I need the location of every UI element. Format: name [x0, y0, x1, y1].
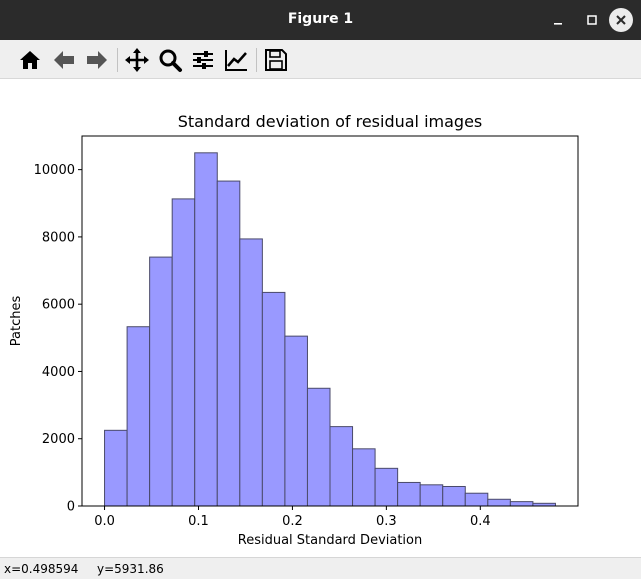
- histogram-bar: [374, 467, 399, 507]
- maximize-icon: [587, 15, 597, 25]
- y-tick-label: 4000: [42, 365, 75, 380]
- histogram-bar: [284, 335, 308, 507]
- histogram-bar: [239, 238, 263, 507]
- x-tick-label: 0.3: [376, 514, 397, 529]
- toolbar-separator: [117, 48, 118, 72]
- edit-axes-icon: [225, 50, 247, 71]
- home-button[interactable]: [17, 47, 43, 73]
- forward-arrow-icon: [87, 51, 107, 69]
- navigation-toolbar: [0, 40, 641, 79]
- back-button[interactable]: [51, 47, 77, 73]
- window-title: Figure 1: [287, 11, 354, 27]
- y-axis-ticks: 0 2000 4000 6000 8000 10000: [34, 163, 82, 515]
- histogram-bar: [149, 256, 173, 507]
- pan-button[interactable]: [124, 47, 150, 73]
- minimize-button[interactable]: [548, 10, 568, 30]
- close-button[interactable]: [609, 8, 633, 32]
- configure-subplots-button[interactable]: [190, 47, 216, 73]
- zoom-magnifier-icon: [159, 49, 182, 72]
- window-titlebar: Figure 1: [0, 0, 641, 40]
- histogram-bar: [194, 152, 218, 507]
- y-tick-label: 8000: [42, 230, 75, 245]
- y-tick-label: 6000: [42, 298, 75, 313]
- close-icon: [616, 15, 626, 25]
- histogram-bar: [397, 481, 421, 507]
- chart-title: Standard deviation of residual images: [178, 112, 483, 131]
- edit-axes-button[interactable]: [223, 47, 249, 73]
- y-tick-label: 2000: [42, 432, 75, 447]
- histogram-bar: [261, 291, 286, 507]
- y-tick-label: 0: [67, 500, 75, 515]
- histogram-bar: [171, 198, 196, 507]
- pan-move-icon: [125, 48, 149, 72]
- histogram-bar: [487, 498, 511, 507]
- minimize-icon: [554, 23, 562, 25]
- cursor-y-readout: y=5931.86: [97, 562, 164, 576]
- histogram-bar: [104, 429, 128, 507]
- histogram-bar: [329, 426, 354, 507]
- bars-group: [104, 152, 556, 507]
- home-icon: [20, 51, 40, 69]
- x-axis-ticks: 0.0 0.1 0.2 0.3 0.4: [94, 506, 491, 529]
- histogram-bar: [306, 387, 331, 507]
- x-tick-label: 0.0: [94, 514, 115, 529]
- save-disk-icon: [265, 49, 287, 71]
- cursor-x-readout: x=0.498594: [4, 562, 79, 576]
- maximize-button[interactable]: [582, 10, 602, 30]
- histogram-bar: [352, 448, 376, 507]
- histogram-bar: [464, 492, 489, 507]
- x-tick-label: 0.4: [470, 514, 491, 529]
- histogram-bar: [126, 326, 151, 507]
- y-tick-label: 10000: [34, 163, 75, 178]
- x-tick-label: 0.2: [282, 514, 303, 529]
- forward-button[interactable]: [84, 47, 110, 73]
- figure-canvas[interactable]: Standard deviation of residual images 0.…: [0, 80, 641, 557]
- y-axis-label: Patches: [9, 296, 24, 347]
- back-arrow-icon: [54, 51, 74, 69]
- zoom-button[interactable]: [157, 47, 183, 73]
- subplots-sliders-icon: [193, 51, 213, 69]
- save-button[interactable]: [263, 47, 289, 73]
- histogram-bar: [419, 484, 444, 507]
- toolbar-separator: [256, 48, 257, 72]
- x-axis-label: Residual Standard Deviation: [238, 533, 423, 548]
- histogram-chart: Standard deviation of residual images 0.…: [9, 112, 579, 548]
- histogram-bar: [442, 485, 466, 507]
- axes-frame: [81, 135, 579, 507]
- x-tick-label: 0.1: [188, 514, 209, 529]
- status-bar: x=0.498594 y=5931.86: [0, 557, 641, 579]
- histogram-bar: [216, 180, 241, 507]
- histogram-bar: [509, 501, 534, 507]
